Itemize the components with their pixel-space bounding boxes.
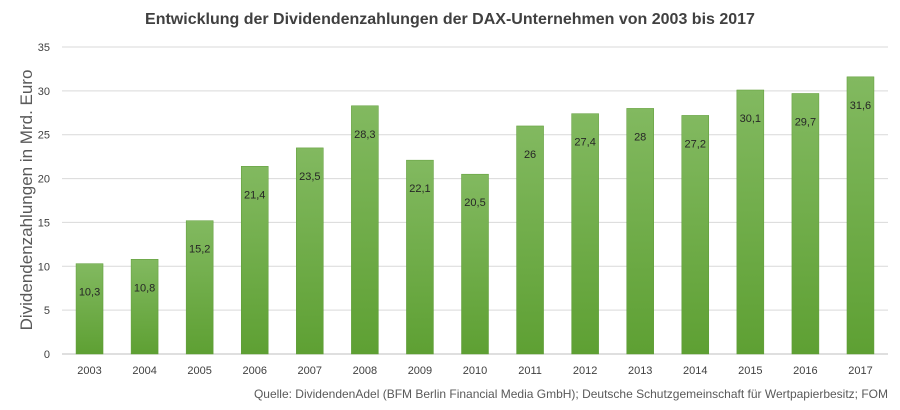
bar-2014: [681, 115, 710, 355]
x-tick-label: 2016: [793, 365, 817, 377]
x-tick-label: 2012: [573, 365, 597, 377]
data-label-2008: 28,3: [354, 129, 375, 141]
bar-2017: [846, 76, 875, 355]
source-note: Quelle: DividendenAdel (BFM Berlin Finan…: [254, 387, 888, 401]
bar-2004: [130, 259, 159, 355]
y-tick-label: 15: [38, 217, 50, 229]
data-label-2003: 10,3: [79, 287, 100, 299]
bar-2010: [461, 173, 489, 355]
data-label-2015: 30,1: [740, 113, 761, 125]
bar-2005: [185, 220, 214, 355]
data-label-2004: 10,8: [134, 282, 155, 294]
chart-title: Entwicklung der Dividendenzahlungen der …: [145, 11, 755, 28]
data-label-2014: 27,2: [685, 138, 706, 150]
data-label-2017: 31,6: [850, 100, 871, 112]
x-tick-label: 2004: [132, 365, 156, 377]
x-tick-label: 2015: [738, 365, 762, 377]
x-tick-label: 2009: [408, 365, 432, 377]
y-axis-label: Dividendenzahlungen in Mrd. Euro: [17, 70, 36, 331]
y-tick-label: 0: [44, 349, 50, 361]
y-tick-label: 25: [38, 130, 50, 142]
x-tick-label: 2003: [77, 365, 101, 377]
x-tick-label: 2008: [353, 365, 377, 377]
bar-2008: [351, 105, 379, 355]
x-tick-label: 2006: [242, 365, 266, 377]
x-tick-label: 2007: [298, 365, 322, 377]
x-tick-label: 2011: [518, 365, 542, 377]
bar-2012: [571, 113, 599, 355]
bar-2006: [240, 166, 269, 355]
bar-2011: [516, 125, 544, 355]
bar-2009: [406, 159, 434, 355]
y-tick-label: 5: [44, 305, 50, 317]
bar-2016: [791, 93, 820, 355]
data-label-2007: 23,5: [299, 171, 320, 183]
y-tick-label: 35: [38, 42, 50, 54]
bar-2013: [626, 108, 654, 355]
y-tick-label: 30: [38, 86, 50, 98]
x-tick-label: 2010: [463, 365, 487, 377]
x-tick-label: 2017: [848, 365, 872, 377]
data-label-2010: 20,5: [464, 197, 485, 209]
y-tick-label: 20: [38, 174, 50, 186]
data-label-2005: 15,2: [189, 244, 210, 256]
bar-2007: [296, 147, 324, 355]
bar-2015: [736, 89, 765, 355]
x-tick-label: 2014: [683, 365, 707, 377]
data-label-2012: 27,4: [574, 137, 595, 149]
data-label-2011: 26: [524, 149, 536, 161]
data-label-2016: 29,7: [795, 116, 816, 128]
bar-2003: [75, 263, 104, 355]
y-tick-label: 10: [38, 261, 50, 273]
data-label-2006: 21,4: [244, 189, 265, 201]
data-label-2009: 22,1: [409, 183, 430, 195]
x-tick-label: 2005: [187, 365, 211, 377]
data-label-2013: 28: [634, 131, 646, 143]
x-tick-label: 2013: [628, 365, 652, 377]
